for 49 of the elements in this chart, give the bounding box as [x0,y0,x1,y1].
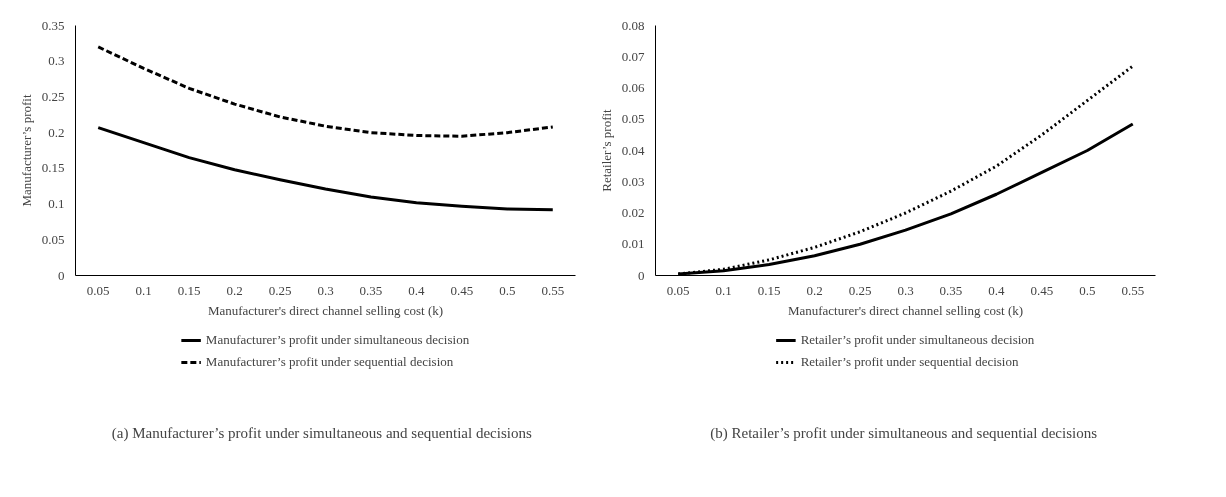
x-tick-label: 0.35 [939,282,963,298]
x-tick-label: 0.45 [1030,282,1054,298]
x-tick-label: 0.05 [666,282,690,298]
y-tick-label: 0.06 [621,80,645,95]
x-tick-label: 0.1 [135,282,152,298]
y-tick-label: 0.02 [621,205,645,220]
legend-label: Manufacturer’s profit under sequential decision [205,354,454,370]
x-tick-label: 0.1 [715,282,732,298]
legend-label: Retailer’s profit under sequential decision [800,354,1019,370]
y-tick-label: 0.2 [48,124,65,140]
x-axis-title: Manufacturer's direct channel selling cost (k) [207,302,444,318]
y-tick-label: 0.3 [48,53,65,69]
x-tick-label: 0.3 [897,282,914,298]
x-tick-label: 0.5 [499,282,516,298]
x-tick-label: 0.35 [359,282,383,298]
y-tick-label: 0.07 [621,48,645,64]
x-tick-label: 0.45 [450,282,474,298]
legend-label: Retailer’s profit under simultaneous decision [800,332,1035,348]
x-tick-label: 0.3 [317,282,334,298]
y-axis-title: Manufacturer’s profit [18,94,34,207]
x-tick-label: 0.2 [806,282,823,298]
x-tick-label: 0.5 [1079,282,1096,298]
x-tick-label: 0.25 [268,282,292,298]
x-tick-label: 0.2 [226,282,243,298]
x-tick-label: 0.25 [848,282,872,298]
y-tick-label: 0.05 [621,111,645,127]
x-tick-label: 0.55 [1121,282,1145,298]
y-tick-label: 0.1 [48,196,65,212]
text: (b) Retailer’s profit under simultaneous and sequential decisions [710,424,1098,442]
y-tick-label: 0 [58,267,65,283]
y-tick-label: 0.25 [41,88,65,104]
x-tick-label: 0.05 [86,282,110,298]
x-tick-label: 0.15 [177,282,201,298]
y-tick-label: 0.35 [41,17,65,33]
x-tick-label: 0.4 [988,282,1006,298]
x-tick-label: 0.15 [757,282,781,298]
x-axis-title: Manufacturer's direct channel selling cost (k) [787,302,1024,318]
y-tick-label: 0.05 [41,231,65,247]
x-tick-label: 0.4 [408,282,426,298]
text: (a) Manufacturer’s profit under simultaneous and sequential decisions [111,424,532,442]
y-tick-label: 0.03 [621,173,645,189]
y-tick-label: 0.04 [621,142,645,158]
y-tick-label: 0.15 [41,160,65,176]
x-tick-label: 0.55 [541,282,565,298]
legend-label: Manufacturer’s profit under simultaneous decision [205,332,470,348]
y-tick-label: 0.01 [621,236,645,252]
y-tick-label: 0.08 [621,17,645,33]
y-axis-title: Retailer’s profit [598,108,614,192]
y-tick-label: 0 [638,267,645,283]
